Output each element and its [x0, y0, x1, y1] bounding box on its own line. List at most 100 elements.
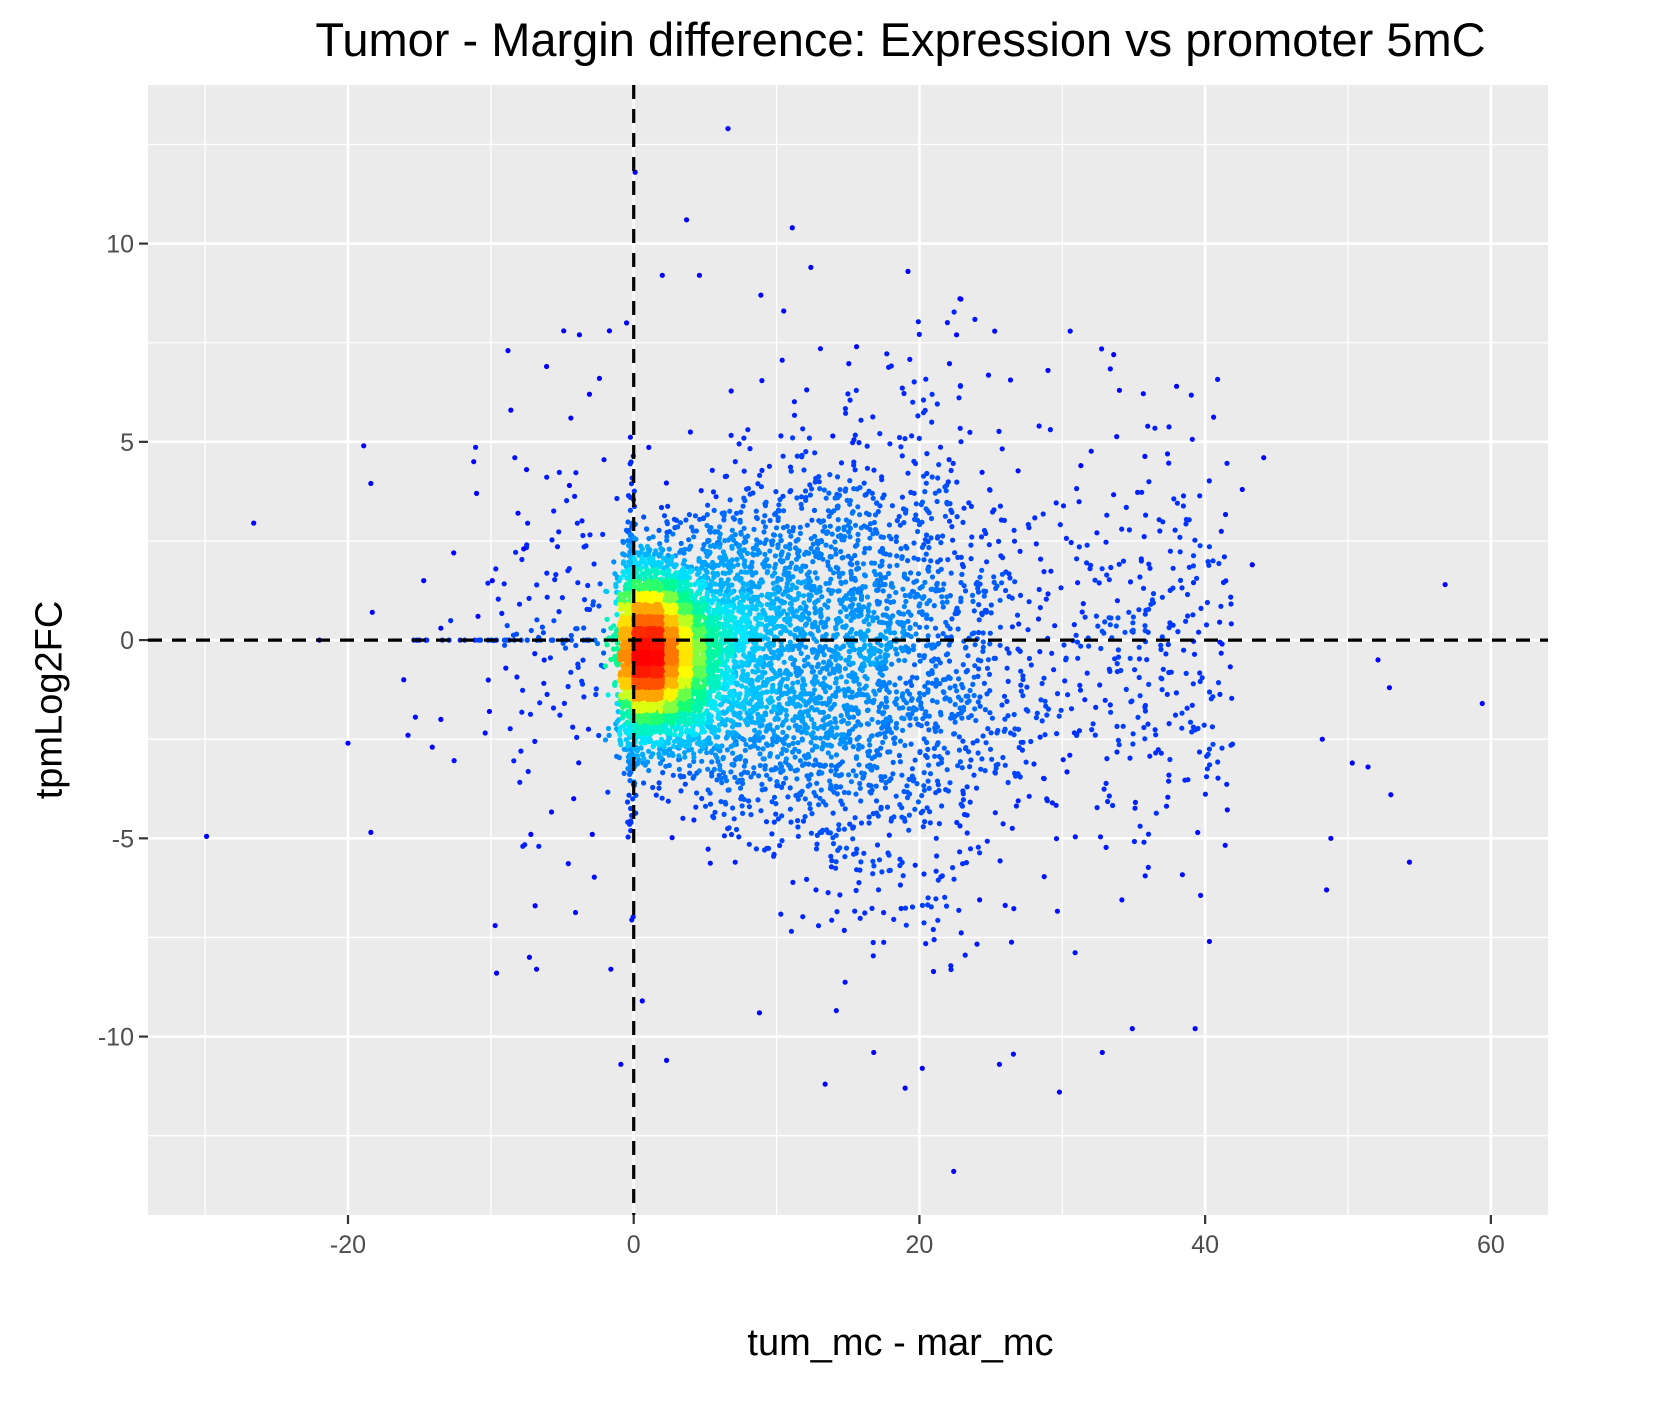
data-point — [1146, 681, 1152, 688]
data-point — [503, 665, 509, 671]
data-point — [768, 767, 775, 773]
data-point — [682, 754, 688, 760]
data-point — [923, 506, 929, 512]
data-point — [933, 896, 939, 902]
data-point — [866, 545, 873, 551]
data-point — [798, 568, 804, 574]
data-point — [978, 766, 984, 772]
data-point — [1184, 591, 1191, 598]
data-point — [646, 572, 653, 578]
data-point — [597, 581, 603, 587]
data-point — [886, 680, 893, 686]
data-point — [1219, 641, 1225, 647]
data-point — [861, 637, 867, 643]
data-point — [836, 822, 842, 828]
data-point — [712, 544, 718, 550]
data-point — [718, 560, 724, 566]
data-point — [708, 713, 715, 719]
data-point — [915, 799, 922, 805]
data-point — [830, 693, 836, 699]
data-point — [902, 592, 908, 599]
data-point — [793, 665, 799, 671]
data-point — [671, 738, 678, 745]
data-point — [1183, 521, 1189, 527]
data-point — [585, 582, 591, 589]
data-point — [874, 587, 880, 593]
data-point — [847, 603, 853, 609]
data-point — [1004, 665, 1010, 671]
data-point — [1013, 803, 1020, 809]
data-point — [817, 346, 824, 352]
data-point — [860, 561, 867, 567]
data-point — [1172, 527, 1178, 533]
data-point — [983, 740, 989, 746]
data-point — [977, 574, 983, 580]
data-point — [527, 711, 534, 717]
data-point — [829, 654, 835, 660]
data-point — [808, 739, 814, 746]
data-point — [1141, 534, 1147, 540]
data-point — [548, 809, 555, 815]
data-point — [1210, 741, 1216, 747]
data-point — [795, 833, 801, 839]
data-point — [709, 467, 715, 473]
data-point — [502, 642, 508, 648]
data-point — [738, 531, 744, 537]
data-point — [1137, 823, 1143, 829]
data-point — [495, 596, 501, 602]
data-point — [809, 704, 815, 711]
data-point — [784, 555, 791, 561]
data-point — [825, 604, 831, 610]
data-point — [867, 526, 873, 533]
data-point — [901, 788, 907, 795]
data-point — [892, 740, 898, 747]
data-point — [878, 619, 885, 626]
data-point — [728, 647, 734, 653]
data-point — [666, 546, 672, 552]
data-point — [1206, 478, 1212, 484]
data-point — [812, 479, 818, 485]
data-point — [814, 538, 820, 544]
data-point — [925, 687, 931, 693]
data-point — [728, 718, 734, 724]
data-point — [926, 713, 932, 719]
data-point — [877, 648, 883, 655]
data-point — [951, 309, 957, 315]
data-point — [846, 659, 852, 665]
data-point — [625, 519, 631, 525]
data-point — [614, 612, 620, 618]
data-point — [1014, 612, 1021, 618]
data-point — [723, 801, 729, 807]
data-point — [811, 636, 817, 642]
data-point — [779, 357, 785, 363]
data-point — [790, 435, 796, 441]
data-point — [801, 467, 807, 473]
data-point — [932, 753, 938, 759]
data-point — [835, 503, 841, 509]
data-point — [616, 729, 623, 735]
data-point — [810, 583, 816, 589]
data-point — [957, 823, 963, 829]
data-point — [1005, 779, 1011, 786]
data-point — [1183, 618, 1189, 624]
data-point — [1206, 746, 1212, 752]
data-point — [730, 515, 736, 521]
data-point — [1215, 775, 1221, 781]
data-point — [920, 410, 927, 416]
data-point — [830, 841, 837, 847]
data-point — [828, 762, 835, 769]
data-point — [1194, 575, 1200, 581]
data-point — [851, 459, 857, 465]
data-point — [721, 517, 727, 523]
data-point — [742, 627, 748, 633]
data-point — [761, 529, 767, 535]
data-point — [1160, 519, 1166, 525]
data-point — [683, 517, 689, 523]
data-point — [726, 559, 732, 565]
data-point — [814, 590, 820, 596]
data-point — [827, 778, 833, 784]
data-point — [696, 569, 702, 576]
data-point — [771, 851, 777, 858]
data-point — [867, 521, 874, 527]
data-point — [796, 748, 802, 755]
